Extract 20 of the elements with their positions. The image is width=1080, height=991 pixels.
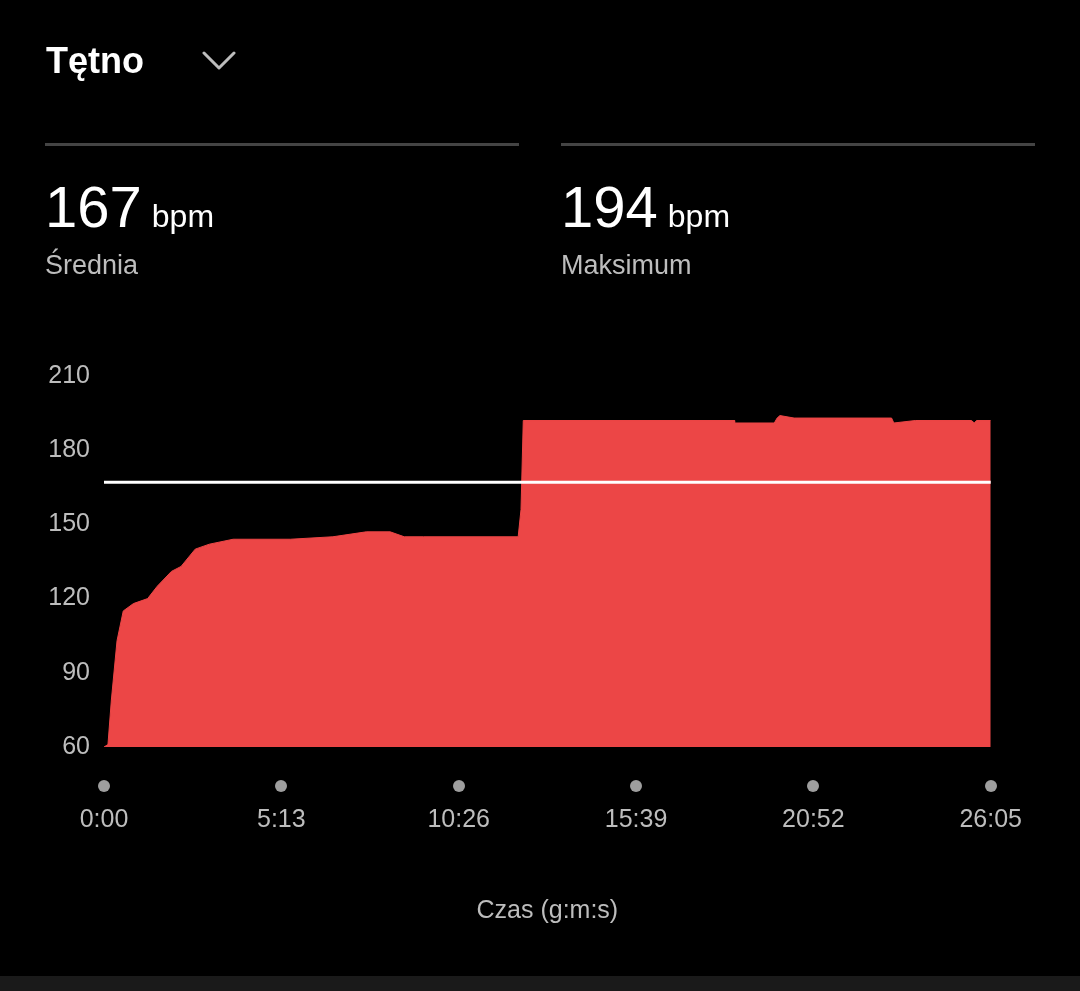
x-tick-label: 20:52 [782, 803, 845, 832]
x-tick-label: 15:39 [604, 803, 668, 832]
chart-title: Tętno [46, 40, 144, 82]
y-tick-label: 90 [62, 656, 90, 685]
y-tick-label: 180 [48, 434, 90, 463]
y-tick-label: 60 [62, 730, 90, 759]
x-tick-label: 5:13 [257, 803, 306, 832]
text: Maksimum [561, 250, 693, 281]
y-tick-label: 150 [48, 508, 90, 537]
x-tick-label: 26:05 [959, 803, 1022, 832]
y-tick-label: 210 [48, 359, 90, 388]
text: bpm [667, 198, 731, 234]
text: 194 [561, 174, 658, 239]
text: Średnia [45, 250, 140, 281]
text: 167 [45, 174, 142, 239]
y-tick-label: 120 [48, 582, 90, 611]
x-tick-label: 10:26 [427, 803, 490, 832]
x-tick-label: 0:00 [79, 803, 129, 832]
x-axis-title: Czas (g:m:s) [476, 894, 619, 923]
text: bpm [151, 198, 215, 234]
